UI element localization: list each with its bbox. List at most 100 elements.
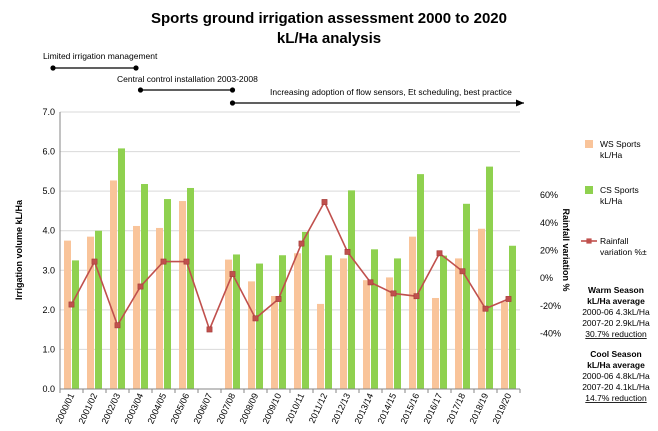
chart-title-line2: kL/Ha analysis — [277, 30, 381, 47]
rainfall-point-2000/01 — [68, 301, 75, 308]
bar-ws-2008/09 — [248, 281, 255, 389]
bar-cs-2000/01 — [72, 260, 79, 389]
y-tick-label: 0.0 — [42, 384, 55, 394]
warm-summary-line1: 2000-06 4.3kL/Ha — [582, 307, 650, 317]
x-tick-label: 2009/10 — [260, 392, 283, 426]
bar-ws-2016/17 — [432, 297, 439, 389]
rainfall-point-2004/05 — [160, 258, 167, 265]
cool-season-summary: Cool Season kL/Ha average 2000-06 4.8kL/… — [582, 349, 650, 403]
rainfall-point-2009/10 — [275, 296, 282, 302]
x-tick-label: 2007/08 — [214, 392, 237, 426]
cool-summary-heading2: kL/Ha average — [587, 360, 645, 370]
bar-ws-2015/16 — [409, 236, 416, 389]
y-tick-label: 3.0 — [42, 265, 55, 275]
bar-ws-2018/19 — [478, 228, 485, 389]
bars — [64, 148, 516, 389]
bar-ws-2000/01 — [64, 240, 71, 389]
legend-swatch — [585, 140, 593, 148]
bar-cs-2005/06 — [187, 187, 194, 389]
rainfall-point-2006/07 — [206, 326, 213, 333]
bar-cs-2008/09 — [256, 263, 263, 389]
cool-summary-line2: 2007-20 4.1kL/Ha — [582, 382, 650, 392]
y2-tick-label: -40% — [540, 329, 561, 339]
bar-cs-2019/20 — [509, 245, 516, 389]
bar-ws-2010/11 — [294, 253, 301, 389]
chart-title-line1: Sports ground irrigation assessment 2000… — [151, 10, 507, 27]
legend-marker-swatch — [586, 238, 592, 244]
bar-ws-2019/20 — [501, 301, 508, 389]
legend-label: kL/Ha — [600, 196, 622, 206]
rainfall-line — [68, 199, 512, 333]
bar-cs-2018/19 — [486, 166, 493, 389]
legend-label: Rainfall — [600, 236, 628, 246]
rainfall-point-2007/08 — [229, 271, 236, 277]
x-tick-label: 2005/06 — [168, 392, 191, 426]
warm-season-summary: Warm Season kL/Ha average 2000-06 4.3kL/… — [582, 285, 650, 339]
bar-cs-2002/03 — [118, 148, 125, 389]
x-tick-label: 2017/18 — [444, 392, 467, 426]
rainfall-point-2019/20 — [505, 296, 512, 302]
x-tick-label: 2006/07 — [191, 392, 214, 426]
bar-ws-2013/14 — [363, 280, 370, 389]
gridlines — [60, 111, 520, 350]
y-axis-title: Irrigation volume kL/Ha — [14, 199, 24, 300]
timeline-annotations: Limited irrigation management Central con… — [43, 51, 524, 107]
legend-label: variation %± — [600, 247, 647, 257]
bar-cs-2003/04 — [141, 184, 148, 389]
axes — [59, 112, 521, 393]
warm-summary-reduction: 30.7% reduction — [585, 329, 647, 339]
x-tick-label: 2016/17 — [421, 392, 444, 426]
bar-cs-2007/08 — [233, 254, 240, 389]
bar-cs-2009/10 — [279, 255, 286, 389]
rainfall-point-2012/13 — [344, 248, 351, 255]
x-tick-label: 2019/20 — [490, 392, 513, 426]
legend-swatch — [585, 186, 593, 194]
y2-tick-label: 40% — [540, 218, 558, 228]
bar-ws-2017/18 — [455, 258, 462, 389]
y2-tick-label: 0% — [540, 273, 553, 283]
bar-cs-2013/14 — [371, 249, 378, 389]
rainfall-point-2014/15 — [390, 290, 397, 297]
y2-tick-label: 60% — [540, 190, 558, 200]
bar-ws-2012/13 — [340, 258, 347, 389]
bar-cs-2010/11 — [302, 231, 309, 389]
bar-ws-2014/15 — [386, 277, 393, 389]
warm-summary-heading1: Warm Season — [588, 285, 644, 295]
annotation-label: Central control installation 2003-2008 — [117, 74, 258, 84]
rainfall-point-2011/12 — [321, 199, 328, 205]
bar-ws-2002/03 — [110, 180, 117, 389]
bar-ws-2001/02 — [87, 236, 94, 389]
annotation-end-dot — [133, 65, 139, 71]
rainfall-point-2017/18 — [459, 268, 466, 275]
y2-tick-label: 20% — [540, 246, 558, 256]
x-tick-label: 2000/01 — [53, 392, 76, 426]
rainfall-point-2005/06 — [183, 258, 190, 265]
x-tick-label: 2004/05 — [145, 392, 168, 426]
bar-cs-2012/13 — [348, 190, 355, 389]
y-tick-label: 5.0 — [42, 186, 55, 196]
annotation-start-dot — [50, 65, 56, 71]
y2-tick-label: -20% — [540, 301, 561, 311]
x-tick-label: 2014/15 — [375, 392, 398, 426]
rainfall-point-2013/14 — [367, 279, 374, 286]
annotation-label: Limited irrigation management — [43, 51, 158, 61]
bar-cs-2017/18 — [463, 203, 470, 389]
rainfall-point-2010/11 — [298, 240, 305, 247]
warm-summary-line2: 2007-20 2.9kL/Ha — [582, 318, 650, 328]
y-tick-label: 2.0 — [42, 305, 55, 315]
rainfall-point-2003/04 — [137, 283, 144, 290]
y-tick-label: 7.0 — [42, 107, 55, 117]
bar-ws-2007/08 — [225, 259, 232, 389]
rainfall-point-2008/09 — [252, 315, 259, 322]
bar-cs-2015/16 — [417, 174, 424, 389]
x-tick-label: 2012/13 — [329, 392, 352, 426]
annotation-label: Increasing adoption of flow sensors, Et … — [270, 87, 512, 97]
x-tick-label: 2003/04 — [122, 392, 145, 426]
rainfall-point-2016/17 — [436, 250, 443, 257]
cool-summary-heading1: Cool Season — [590, 349, 641, 359]
bar-ws-2009/10 — [271, 296, 278, 389]
x-tick-label: 2008/09 — [237, 392, 260, 426]
bar-ws-2011/12 — [317, 303, 324, 389]
